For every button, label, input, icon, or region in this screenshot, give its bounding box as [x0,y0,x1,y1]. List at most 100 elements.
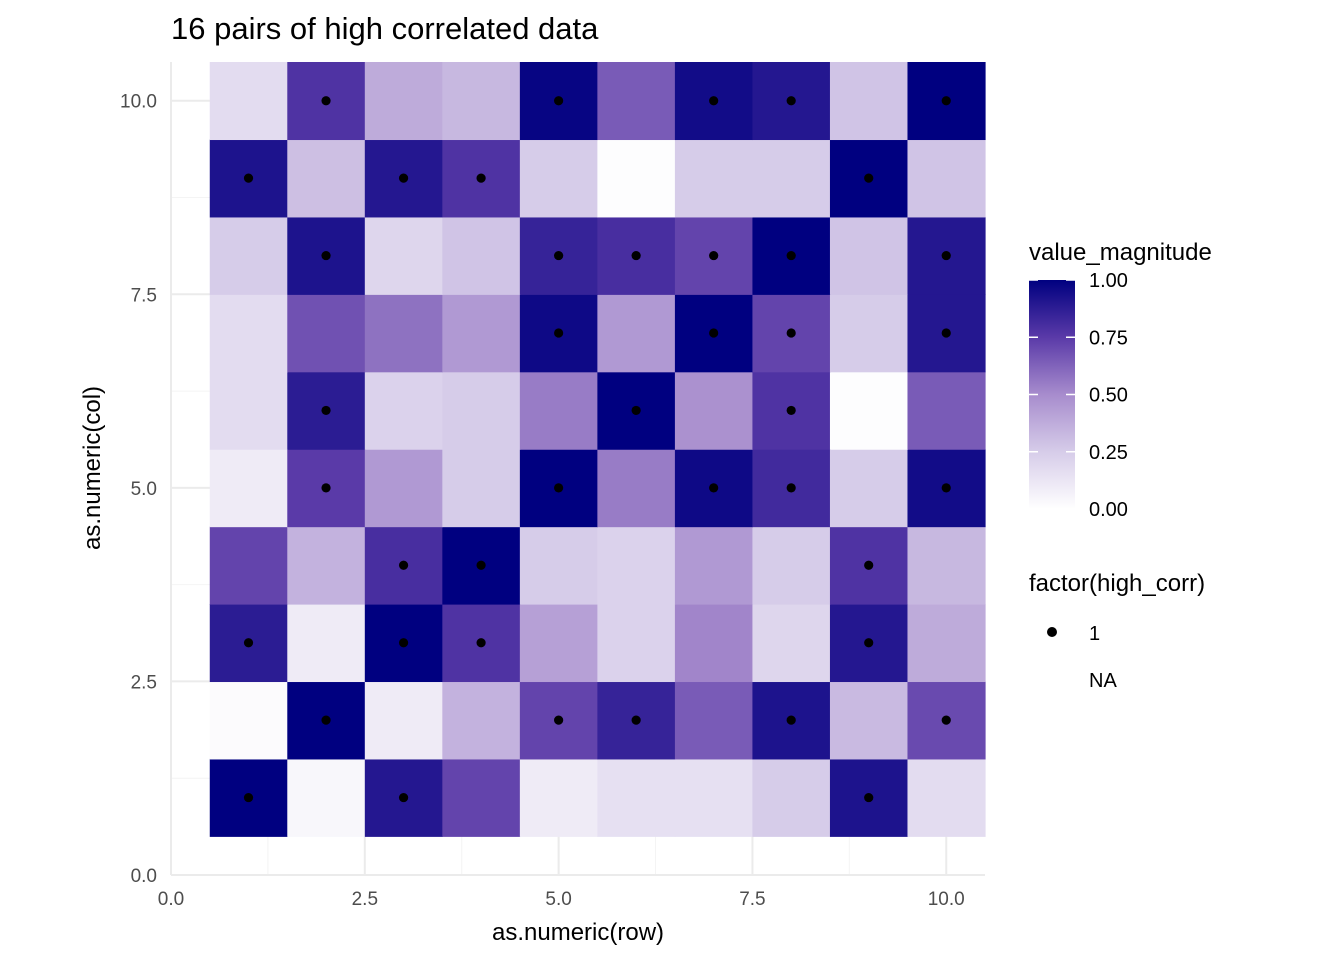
y-tick-label: 7.5 [131,285,157,306]
heatmap-tile [907,758,986,837]
high-corr-point [243,792,254,803]
x-tick-label: 10.0 [928,889,965,910]
high-corr-point [321,483,331,493]
high-corr-point [786,405,796,416]
high-corr-point [243,173,254,183]
heatmap-tile [674,604,754,683]
heatmap-tile [287,139,366,218]
shape-legend-label-1: 1 [1089,623,1100,645]
heatmap-tile [907,526,986,605]
heatmap-tile [597,139,676,218]
x-axis-ticks: 0.0 2.5 5.0 7.5 10.0 [158,889,965,910]
heatmap-tile [519,758,598,837]
high-corr-point [941,483,951,493]
heatmap-tile [752,758,831,837]
high-corr-point [554,328,564,338]
heatmap-tile [752,604,831,683]
heatmap-tile [209,371,288,450]
heatmap-tile [364,681,443,760]
high-corr-point [554,483,564,493]
heatmap-tile [442,758,521,837]
heatmap-tile [829,449,909,528]
high-corr-point [321,405,331,416]
heatmap-tile [209,681,288,760]
high-corr-point [321,250,331,261]
x-tick-label: 2.5 [352,889,378,910]
heatmap-tile [519,526,598,605]
high-corr-point [476,638,486,648]
heatmap-tile [597,62,676,141]
heatmap-tile [364,216,443,295]
high-corr-point [709,250,719,261]
y-tick-label: 2.5 [131,672,157,693]
heatmap-tile [907,139,986,218]
heatmap-tile [209,449,288,528]
colorbar-tick-label: 0.50 [1089,385,1128,407]
heatmap-tile [674,758,754,837]
heatmap-tile [209,526,288,605]
heatmap-tile [674,526,754,605]
high-corr-point [941,96,951,106]
shape-legend-title: factor(high_corr) [1029,570,1205,597]
colorbar-tick-label: 0.00 [1089,499,1128,521]
high-corr-point [941,250,951,261]
x-tick-label: 7.5 [739,889,765,910]
high-corr-point [476,173,486,183]
y-tick-label: 10.0 [120,92,157,113]
shape-legend-label-na: NA [1089,670,1117,692]
colorbar-tick-label: 0.25 [1089,442,1128,464]
high-corr-point [864,173,874,183]
high-corr-point [554,96,564,106]
high-corr-points [243,96,951,803]
heatmap-tile [209,62,288,141]
y-axis-ticks: 0.0 2.5 5.0 7.5 10.0 [120,92,157,887]
heatmap-tile [674,371,754,450]
heatmap-tile [597,758,676,837]
heatmap-tile [752,526,831,605]
high-corr-point [631,715,641,725]
high-corr-point [941,328,951,338]
heatmap-tile [519,604,598,683]
high-corr-point [864,560,874,570]
high-corr-point [321,715,331,725]
high-corr-point [786,328,796,338]
high-corr-point [941,715,951,725]
heatmap-tile [287,758,366,837]
heatmap-tile [442,449,521,528]
heatmap-tile [442,62,521,141]
heatmap-tile [364,371,443,450]
high-corr-point [786,96,796,106]
high-corr-point [631,250,641,261]
high-corr-point [321,96,331,106]
heatmap-tile [442,371,521,450]
x-tick-label: 5.0 [545,889,571,910]
colorbar-tick-label: 1.00 [1089,270,1128,292]
colorbar-tick-label: 0.75 [1089,327,1128,349]
high-corr-point [398,560,409,570]
high-corr-point [786,250,796,261]
chart-title: 16 pairs of high correlated data [171,11,599,46]
heatmap-tile [519,371,598,450]
x-axis-title: as.numeric(row) [492,919,664,946]
heatmap-tile [907,604,986,683]
high-corr-point [786,483,796,493]
high-corr-point [864,638,874,648]
high-corr-point [554,715,564,725]
fill-legend-title: value_magnitude [1029,239,1212,266]
heatmap-tile [597,526,676,605]
y-axis-title: as.numeric(col) [79,386,106,550]
heatmap-tile [209,216,288,295]
heatmap-tile [597,604,676,683]
heatmap-tile [829,216,909,295]
heatmap-tile [519,139,598,218]
heatmap-tile [829,371,909,450]
heatmap-tile [829,681,909,760]
legend: value_magnitude 0.00 0.25 0.50 0.75 1.00 fac… [1029,239,1212,692]
high-corr-point [554,250,564,261]
heatmap-tile [287,526,366,605]
heatmap-tile [442,294,521,373]
heatmap-tile [364,62,443,141]
shape-legend-dot [1047,627,1057,637]
heatmap-tile [287,294,366,373]
